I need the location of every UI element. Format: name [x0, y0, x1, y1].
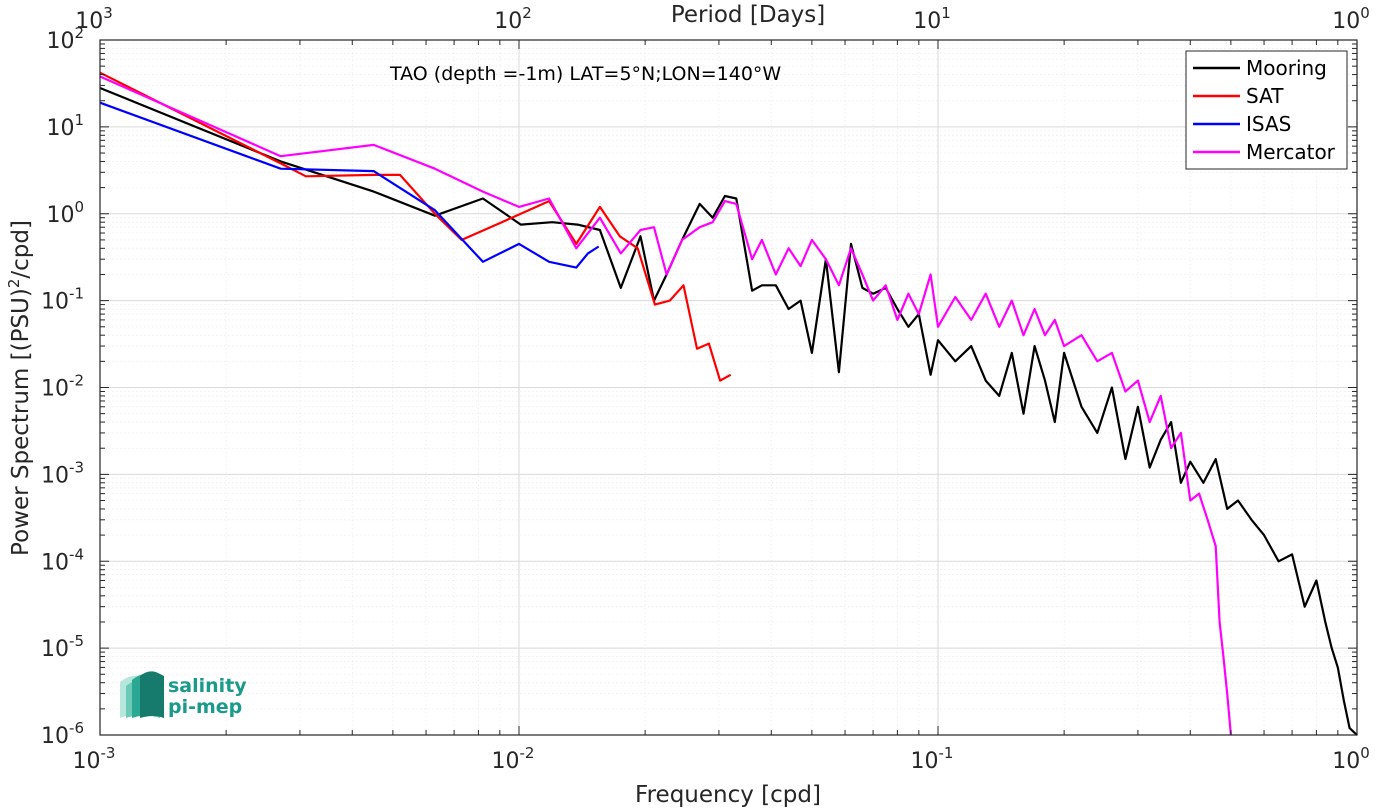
x-tick-label: 10-2	[492, 744, 535, 774]
y-axis-label-main: Power Spectrum [(PSU)	[8, 288, 34, 556]
top-x-tick-label-base: 10	[913, 9, 941, 34]
series-line-mooring	[99, 86, 1358, 736]
y-tick-label: 10-6	[41, 719, 84, 749]
y-tick-label-base: 10	[41, 550, 69, 575]
legend-label-mooring: Mooring	[1246, 56, 1327, 80]
y-tick-label-base: 10	[46, 29, 74, 54]
top-x-tick-label-exp: 2	[522, 4, 532, 22]
y-tick-label: 10-3	[41, 458, 84, 488]
y-tick-label: 10-5	[41, 632, 84, 662]
series-line-mercator	[99, 75, 1232, 736]
chart-title: TAO (depth =-1m) LAT=5°N;LON=140°W	[389, 63, 781, 85]
y-tick-label-base: 10	[41, 463, 69, 488]
top-x-tick-label: 101	[913, 4, 951, 34]
x-tick-label-base: 10	[73, 749, 101, 774]
legend: Mooring SAT ISAS Mercator	[1185, 50, 1348, 170]
legend-label-mercator: Mercator	[1246, 140, 1336, 164]
top-x-tick-label-exp: 1	[941, 4, 951, 22]
logo-line2: pi-mep	[168, 696, 242, 718]
x-tick-label-base: 10	[492, 749, 520, 774]
y-tick-label-exp: -6	[69, 719, 84, 737]
y-tick-label-exp: 2	[74, 24, 84, 42]
y-tick-label-exp: 0	[74, 198, 84, 216]
y-axis-label: Power Spectrum [(PSU)2/cpd]	[5, 220, 34, 556]
top-x-tick-label-exp: 3	[103, 4, 113, 22]
top-x-tick-label-exp: 0	[1360, 4, 1370, 22]
top-x-tick-label: 103	[75, 4, 113, 34]
y-tick-label-exp: -2	[69, 372, 84, 390]
x-tick-label: 100	[1332, 744, 1370, 774]
x-tick-label-exp: -2	[520, 744, 535, 762]
grid	[99, 40, 1357, 736]
top-x-tick-label-base: 10	[75, 9, 103, 34]
top-x-tick-label: 100	[1332, 4, 1370, 34]
y-tick-label: 102	[46, 24, 84, 54]
y-tick-label: 10-4	[41, 545, 84, 575]
y-tick-label: 10-1	[41, 285, 84, 315]
x-tick-label-exp: -1	[939, 744, 954, 762]
x-tick-label: 10-1	[911, 744, 954, 774]
y-tick-label-exp: -5	[69, 632, 84, 650]
y-tick-label-base: 10	[41, 637, 69, 662]
y-tick-label-base: 10	[41, 290, 69, 315]
y-tick-label-exp: -3	[69, 458, 84, 476]
y-tick-label-base: 10	[46, 203, 74, 228]
top-x-tick-label: 102	[494, 4, 532, 34]
y-tick-label-exp: -1	[69, 285, 84, 303]
x-tick-label: 10-3	[73, 744, 116, 774]
x-tick-label-exp: 0	[1360, 744, 1370, 762]
x-axis-label: Frequency [cpd]	[635, 782, 821, 808]
y-tick-label: 100	[46, 198, 84, 228]
salinity-pimep-logo: salinity pi-mep	[120, 671, 247, 718]
ticks	[99, 40, 1357, 736]
top-x-axis-label: Period [Days]	[671, 2, 825, 28]
x-tick-label-base: 10	[1332, 749, 1360, 774]
x-tick-label-base: 10	[911, 749, 939, 774]
y-tick-label-base: 10	[41, 377, 69, 402]
top-x-tick-label-base: 10	[1332, 9, 1360, 34]
y-tick-label: 101	[46, 111, 84, 141]
y-tick-label-base: 10	[41, 724, 69, 749]
x-tick-label-exp: -3	[101, 744, 116, 762]
y-tick-label-exp: -4	[69, 545, 84, 563]
legend-box	[1185, 50, 1348, 170]
y-tick-label-exp: 1	[74, 111, 84, 129]
logo-line1: salinity	[168, 675, 247, 697]
y-tick-label: 10-2	[41, 372, 84, 402]
y-tick-label-base: 10	[46, 116, 74, 141]
y-axis-label-tail: /cpd]	[8, 220, 34, 279]
series-line-isas	[99, 101, 600, 269]
legend-label-isas: ISAS	[1246, 112, 1291, 136]
y-axis-label-sup: 2	[5, 279, 23, 289]
legend-label-sat: SAT	[1246, 84, 1284, 108]
plot-lines	[99, 71, 1358, 736]
top-x-tick-label-base: 10	[494, 9, 522, 34]
logo-wave-icon	[120, 671, 164, 718]
